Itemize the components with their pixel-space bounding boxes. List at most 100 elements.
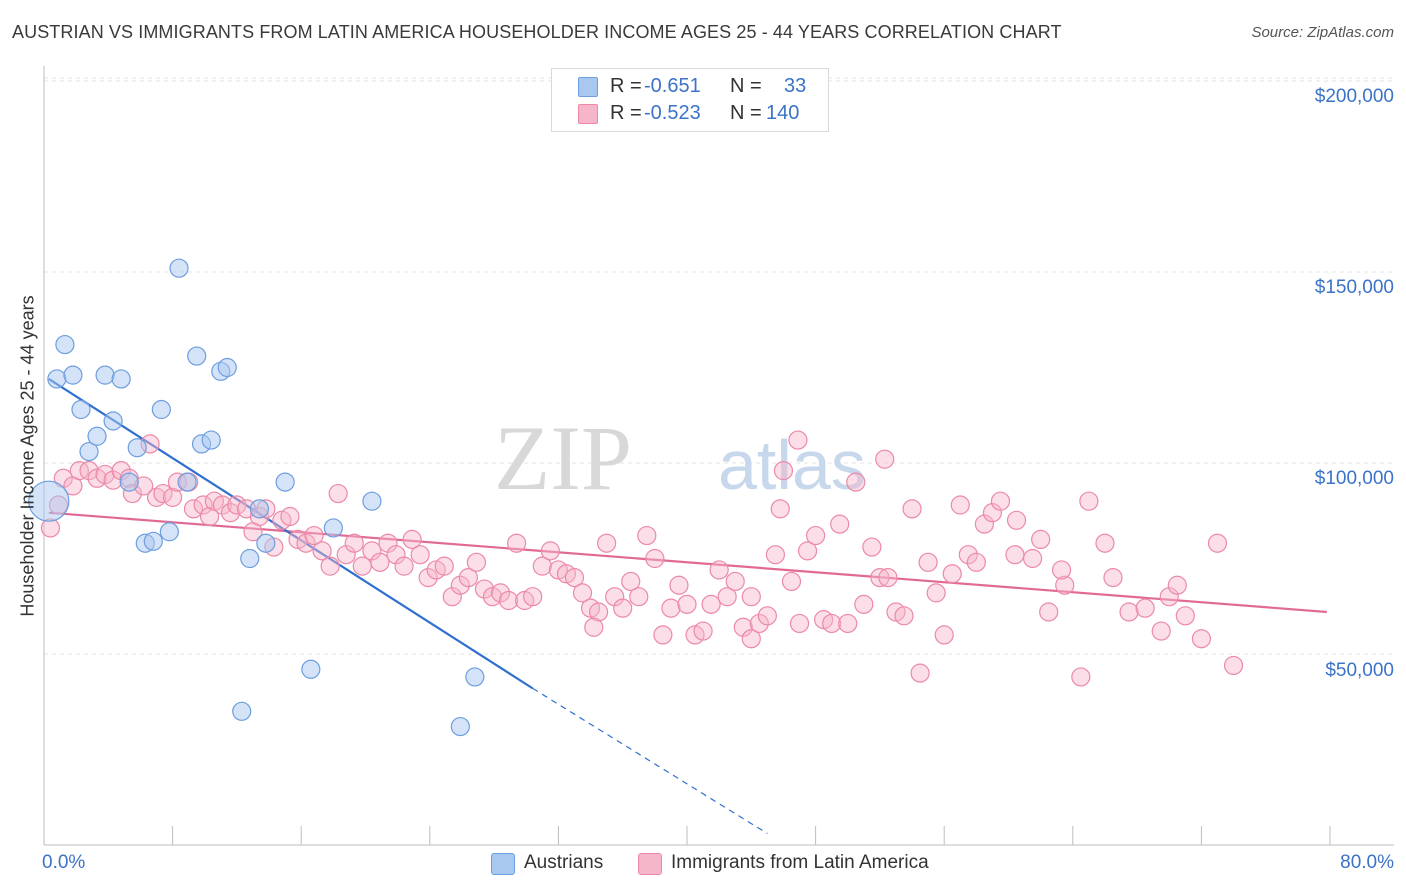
y-tick-200k: $200,000	[1314, 86, 1394, 107]
x-min-label: 0.0%	[42, 852, 86, 873]
stats-legend: R = -0.651 N = 33 R = -0.523 N = 140	[551, 68, 829, 132]
data-point-latin-america	[312, 541, 332, 561]
data-point-latin-america	[1006, 510, 1027, 530]
legend-latin-america-swatch	[638, 853, 662, 875]
data-point-latin-america	[183, 499, 204, 519]
data-point-latin-america	[805, 525, 826, 546]
data-point-latin-america	[540, 541, 560, 561]
data-point-latin-america	[838, 613, 858, 634]
data-point-latin-america	[434, 556, 454, 576]
data-point-latin-america	[1167, 575, 1187, 595]
data-point-latin-america	[163, 487, 183, 507]
y-tick-100k: $100,000	[1314, 468, 1394, 489]
data-point-latin-america	[846, 472, 866, 492]
data-point-austrians	[103, 411, 123, 431]
data-point-latin-america	[336, 545, 356, 565]
data-point-austrians	[362, 491, 382, 511]
data-point-austrians	[47, 369, 67, 389]
legend-r-value: -0.523	[644, 102, 701, 124]
data-point-austrians	[201, 430, 221, 450]
data-point-latin-america	[918, 552, 938, 572]
data-point-austrians	[119, 472, 139, 492]
data-point-austrians	[256, 533, 276, 553]
data-point-latin-america	[966, 552, 986, 572]
data-point-latin-america	[1159, 587, 1179, 607]
legend-row-austrians: R = -0.651 N = 33	[552, 74, 828, 100]
data-point-latin-america	[1055, 575, 1075, 595]
data-point-latin-america	[69, 461, 89, 481]
data-point-latin-america	[1079, 491, 1099, 511]
legend-n-label: N =	[730, 102, 762, 124]
data-point-latin-america	[613, 598, 633, 618]
data-point-latin-america	[507, 533, 527, 553]
legend-swatch-blue	[578, 77, 598, 97]
data-point-latin-america	[212, 495, 233, 515]
data-point-austrians	[217, 357, 237, 378]
data-point-latin-america	[1191, 629, 1212, 649]
data-point-latin-america	[466, 552, 487, 572]
data-point-latin-america	[304, 525, 324, 546]
data-point-latin-america	[450, 575, 470, 595]
data-point-latin-america	[875, 449, 895, 469]
data-point-latin-america	[1207, 533, 1228, 553]
data-point-latin-america	[757, 606, 777, 626]
data-point-latin-america	[220, 503, 241, 523]
data-point-austrians	[143, 531, 163, 551]
watermark-zip: ZIP	[494, 407, 632, 509]
data-point-austrians	[151, 399, 171, 420]
data-point-latin-america	[741, 587, 761, 607]
data-point-austrians	[187, 346, 207, 366]
x-max-label: 80.0%	[1340, 852, 1394, 873]
data-point-latin-america	[717, 587, 737, 607]
data-point-latin-america	[781, 571, 802, 592]
data-point-austrians	[79, 441, 99, 462]
data-point-austrians	[95, 365, 115, 385]
data-point-latin-america	[296, 533, 316, 553]
data-point-latin-america	[950, 495, 970, 515]
data-point-austrians	[111, 369, 131, 389]
data-point-latin-america	[458, 567, 478, 588]
data-point-latin-america	[862, 537, 882, 557]
data-point-latin-america	[645, 548, 665, 569]
data-point-latin-america	[830, 514, 850, 534]
data-point-latin-america	[564, 567, 585, 588]
data-point-latin-america	[1175, 606, 1195, 626]
trend-line-austrians-extension	[532, 687, 768, 835]
data-point-latin-america	[79, 461, 99, 481]
data-point-latin-america	[789, 613, 810, 634]
data-point-latin-america	[1023, 548, 1043, 569]
data-point-latin-america	[532, 556, 552, 576]
data-point-austrians	[159, 522, 179, 542]
data-point-latin-america	[878, 567, 898, 588]
legend-n-label: N =	[730, 75, 762, 97]
data-point-austrians	[450, 716, 470, 737]
data-point-latin-america	[394, 556, 414, 576]
data-point-latin-america	[418, 567, 438, 588]
data-point-latin-america	[934, 625, 954, 645]
legend-n-value: 33	[784, 75, 807, 97]
data-point-latin-america	[974, 514, 994, 534]
data-point-latin-america	[982, 503, 1003, 523]
data-point-austrians	[232, 701, 252, 721]
data-point-latin-america	[572, 583, 593, 603]
data-point-latin-america	[637, 525, 657, 546]
data-point-latin-america	[490, 583, 511, 603]
legend-austrians-label: Austrians	[524, 852, 604, 873]
data-point-austrians	[28, 480, 70, 522]
data-point-latin-america	[669, 575, 689, 595]
data-point-latin-america	[902, 499, 922, 519]
y-tick-50k: $50,000	[1325, 660, 1394, 681]
data-point-latin-america	[709, 560, 729, 580]
data-point-latin-america	[765, 545, 786, 565]
axes	[43, 66, 1394, 846]
data-point-latin-america	[661, 598, 681, 618]
data-point-latin-america	[926, 583, 946, 603]
data-point-austrians	[63, 365, 83, 385]
data-point-latin-america	[770, 499, 790, 519]
data-point-latin-america	[584, 617, 604, 637]
data-point-latin-america	[498, 590, 519, 611]
data-point-latin-america	[958, 545, 978, 565]
data-point-latin-america	[588, 602, 609, 622]
watermark-atlas: atlas	[718, 426, 866, 504]
data-point-latin-america	[597, 533, 617, 553]
